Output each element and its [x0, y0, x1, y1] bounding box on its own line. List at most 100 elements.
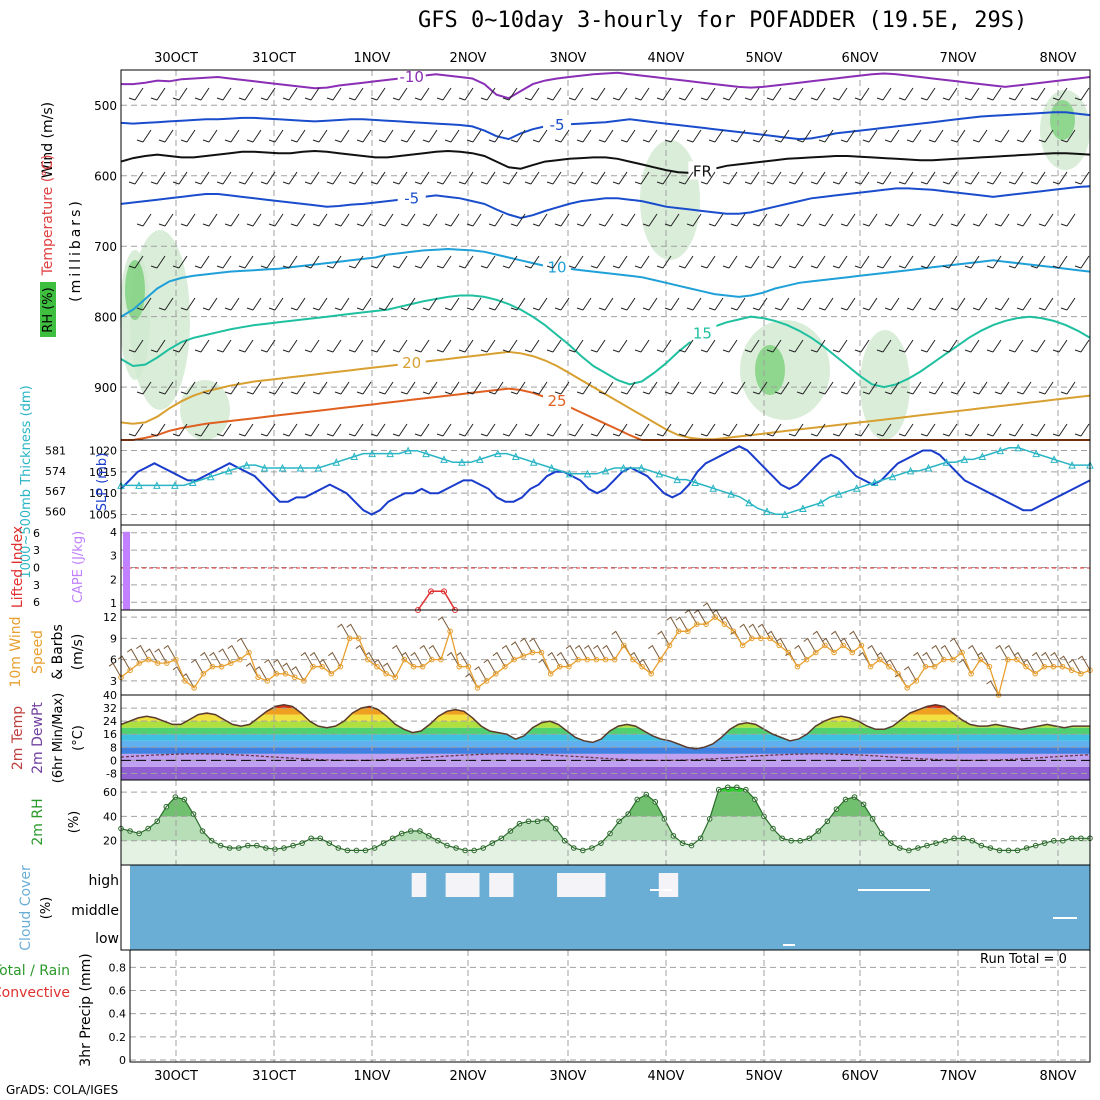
- wind-barb: [634, 255, 650, 269]
- wind-barb: [348, 87, 364, 101]
- wind-barb: [378, 129, 394, 143]
- wind-point: [712, 614, 718, 620]
- wind-barb: [422, 213, 438, 227]
- wind-barb: [480, 255, 496, 269]
- wind-barb: [612, 171, 628, 185]
- wind-barb: [708, 297, 724, 311]
- ylabel-rh: RH (%): [41, 287, 56, 332]
- wind-barb-10m: [913, 651, 926, 667]
- cape-bar: [123, 531, 130, 610]
- contour-label: -10: [399, 68, 424, 86]
- wind-barb: [722, 255, 738, 269]
- wind-point: [1032, 670, 1038, 677]
- ylabel-millibars: (millibars): [68, 198, 84, 302]
- wind-barb: [238, 87, 254, 101]
- wind-barb: [150, 423, 166, 437]
- wind-barb: [700, 423, 716, 437]
- wind-barb-10m: [922, 651, 936, 667]
- wind-barb: [128, 255, 144, 269]
- wind-barb: [752, 297, 768, 311]
- wind-barb: [246, 381, 262, 395]
- wind-barb: [172, 339, 188, 353]
- precip-tick-label: 0.4: [109, 1008, 127, 1021]
- wind-barb-10m: [245, 662, 259, 678]
- wind-barb: [414, 423, 430, 437]
- wind-barb: [180, 381, 196, 395]
- thickness-marker: [745, 498, 753, 507]
- wind-barb-10m: [977, 651, 990, 667]
- wind-barb: [348, 423, 364, 437]
- wind-point: [227, 660, 234, 666]
- wind-point: [191, 685, 197, 691]
- rh-band: [121, 792, 1090, 817]
- contour-label-bg: [543, 114, 572, 133]
- cape-tick-label: 4: [110, 526, 117, 539]
- wind-barb: [854, 255, 870, 269]
- wind-barb: [928, 297, 944, 311]
- rh-line: [120, 786, 1090, 852]
- wind-barb: [260, 87, 276, 101]
- wind-barb: [700, 171, 716, 185]
- wind-barb: [392, 171, 408, 185]
- wind-barb: [708, 381, 724, 395]
- wind-point: [831, 649, 837, 656]
- wind-barb: [700, 87, 716, 101]
- upper-frame: [120, 69, 1091, 441]
- top-day-label: 31OCT: [252, 51, 296, 66]
- wind-point: [886, 663, 892, 670]
- wind-line: [120, 616, 1091, 698]
- wind-barb-10m: [565, 644, 579, 660]
- wind-barb: [576, 129, 592, 143]
- wind-barb: [480, 423, 496, 437]
- wind-barb: [488, 213, 504, 227]
- wind-barb: [414, 255, 430, 269]
- wind-barb: [202, 381, 218, 395]
- wind-barb: [752, 381, 768, 395]
- wind-barb: [568, 87, 584, 101]
- wind-barb: [128, 87, 144, 101]
- wind-barb: [620, 297, 636, 311]
- temp-tick-label: 40: [103, 689, 117, 702]
- wind-barb: [950, 213, 966, 227]
- thickness-tick-label: 574: [45, 465, 66, 478]
- wind-barb: [466, 213, 482, 227]
- wind-barb: [282, 255, 298, 269]
- wind-barb-10m: [739, 623, 753, 639]
- wind-barb: [576, 213, 592, 227]
- wind-barb: [546, 171, 562, 185]
- wind-barb-10m: [1077, 655, 1091, 671]
- wind-barb: [994, 129, 1010, 143]
- wind-point: [812, 649, 819, 656]
- wind-barb: [840, 129, 856, 143]
- wind-barb: [1008, 87, 1024, 101]
- wind-barb: [612, 255, 628, 269]
- wind-barb: [656, 339, 672, 353]
- wind-barb: [906, 381, 922, 395]
- ylabel-wind10m-c: & Barbs: [50, 624, 66, 680]
- wind-barb: [854, 87, 870, 101]
- rh-tick-label: 60: [103, 786, 117, 799]
- ylabel-precip: 3hr Precip (mm): [78, 953, 94, 1066]
- temp-tick-label: -8: [106, 767, 117, 780]
- wind-point: [127, 667, 133, 674]
- wind-barb: [194, 423, 210, 437]
- wind-barb-10m: [318, 659, 332, 674]
- wind-barb: [898, 423, 914, 437]
- wind-point: [785, 649, 792, 656]
- wind-barb-10m: [611, 630, 625, 646]
- wind-barb: [642, 381, 658, 395]
- wind-barb: [466, 129, 482, 143]
- wind-barb: [304, 423, 320, 437]
- top-day-label: 5NOV: [746, 51, 783, 66]
- legend-total-rain: Total / Rain: [0, 963, 70, 979]
- cloud-gap: [411, 873, 427, 897]
- slp-thickness-panel: 1020 1015 1010 1005 581 574 567 560 1000~500mb T…: [19, 385, 1094, 579]
- wind-barb: [972, 297, 988, 311]
- li-tick-label: 0: [33, 562, 40, 575]
- wind-barb: [620, 381, 636, 395]
- wind-barb: [246, 129, 262, 143]
- wind-barb: [590, 87, 606, 101]
- wind-barb: [642, 297, 658, 311]
- wind-point: [867, 663, 874, 670]
- wind-barb: [986, 171, 1002, 185]
